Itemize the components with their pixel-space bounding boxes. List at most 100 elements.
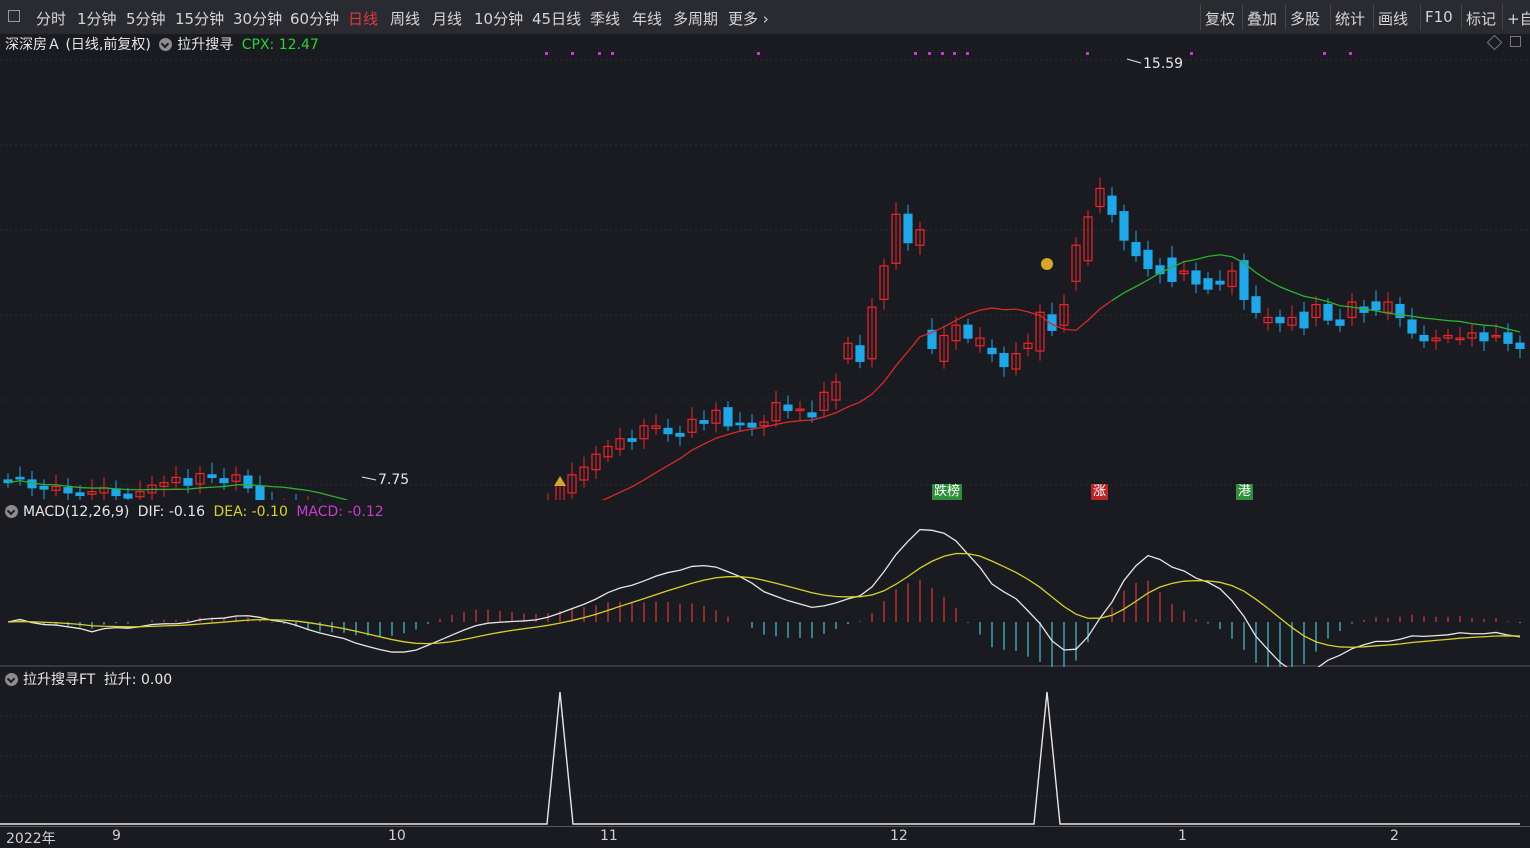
tool-separator	[1242, 4, 1243, 30]
chart-mode: (日线,前复权)	[65, 37, 151, 53]
candle-body	[1347, 301, 1357, 319]
period-tab-2[interactable]: 5分钟	[126, 10, 166, 28]
candle-body	[891, 213, 901, 264]
candle-body	[951, 324, 961, 342]
high-marker	[1126, 58, 1142, 64]
candle-body	[1311, 303, 1321, 319]
candle-body	[795, 408, 805, 412]
candle-body	[651, 425, 661, 430]
maximize-icon[interactable]	[1510, 36, 1521, 47]
candle-body	[1179, 270, 1189, 275]
candle-body	[111, 488, 121, 497]
lasheng-toggle-icon[interactable]	[5, 673, 18, 686]
tool-3[interactable]: 统计	[1335, 10, 1366, 28]
macd-chart[interactable]	[0, 522, 1530, 667]
candle-body	[1107, 195, 1117, 215]
candle-body	[1371, 301, 1381, 311]
candle-body	[1047, 314, 1057, 331]
period-tab-4[interactable]: 30分钟	[233, 10, 283, 28]
main-chart-header: 深深房Ａ (日线,前复权) 拉升搜寻 CPX: 12.47	[5, 34, 319, 54]
ma-line-green	[7, 479, 349, 500]
period-tab-0[interactable]: 分时	[36, 10, 67, 28]
x-label-dec: 12	[890, 828, 908, 844]
tool-separator	[1502, 4, 1503, 30]
candle-body	[855, 345, 865, 362]
candle-body	[1503, 332, 1513, 344]
tool-2[interactable]: 多股	[1290, 10, 1321, 28]
candle-body	[1491, 334, 1501, 338]
period-tab-11[interactable]: 季线	[590, 10, 621, 28]
candle-body	[1119, 211, 1129, 241]
macd-dif: DIF: -0.16	[137, 504, 206, 520]
indicator-name[interactable]: 拉升搜寻	[177, 37, 234, 53]
candle-body	[1275, 316, 1285, 324]
period-tab-8[interactable]: 月线	[432, 10, 463, 28]
candle-body	[195, 472, 205, 485]
window-icon[interactable]	[8, 10, 20, 22]
period-tab-7[interactable]: 周线	[390, 10, 421, 28]
lasheng-value: 拉升: 0.00	[103, 672, 173, 688]
x-label-feb: 2	[1390, 828, 1399, 844]
candle-body	[171, 476, 181, 484]
candle-body	[927, 329, 937, 350]
candle-body	[135, 491, 145, 498]
candle-body	[723, 407, 733, 427]
macd-title[interactable]: MACD(12,26,9)	[23, 504, 130, 520]
candle-body	[87, 491, 97, 495]
dif-line	[7, 528, 1521, 667]
signal-dot	[545, 52, 548, 55]
candle-body	[1143, 249, 1153, 270]
candle-body	[1479, 332, 1489, 342]
tool-separator	[1285, 4, 1286, 30]
badge-diebang[interactable]: 跌榜	[932, 484, 963, 500]
period-tab-1[interactable]: 1分钟	[77, 10, 117, 28]
period-tab-14[interactable]: 更多 ›	[728, 10, 769, 28]
candle-body	[1395, 303, 1405, 319]
badge-zhang[interactable]: 涨	[1091, 484, 1109, 500]
tool-4[interactable]: 画线	[1378, 10, 1409, 28]
candle-body	[1155, 265, 1165, 275]
tool-6[interactable]: 标记	[1466, 10, 1497, 28]
candle-body	[39, 485, 49, 490]
candle-body	[807, 412, 817, 418]
signal-dot	[611, 52, 614, 55]
candle-body	[759, 421, 769, 427]
tool-0[interactable]: 复权	[1205, 10, 1236, 28]
signal-dot	[598, 52, 601, 55]
tool-5[interactable]: F10	[1425, 8, 1453, 26]
period-tab-12[interactable]: 年线	[632, 10, 663, 28]
candle-body	[999, 352, 1009, 368]
candle-body	[207, 474, 217, 479]
candle-body	[1443, 334, 1453, 339]
candle-body	[843, 342, 853, 360]
signal-dot	[1190, 52, 1193, 55]
signal-dot	[941, 52, 944, 55]
candlestick-chart[interactable]: 15.59 7.75	[0, 50, 1530, 500]
lasheng-title[interactable]: 拉升搜寻FT	[23, 672, 96, 688]
indicator-toggle-icon[interactable]	[159, 38, 173, 51]
candle-body	[591, 453, 601, 471]
period-tab-13[interactable]: 多周期	[673, 10, 719, 28]
period-tab-9[interactable]: 10分钟	[474, 10, 524, 28]
tool-separator	[1373, 4, 1374, 30]
badge-gang[interactable]: 港	[1236, 484, 1254, 500]
candle-body	[879, 265, 889, 301]
candle-body	[1215, 280, 1225, 285]
period-tab-3[interactable]: 15分钟	[175, 10, 225, 28]
period-tab-10[interactable]: 45日线	[532, 10, 582, 28]
signal-dot	[966, 52, 969, 55]
candle-body	[627, 438, 637, 442]
ma-line-green-2	[1111, 254, 1521, 333]
lasheng-chart[interactable]	[0, 686, 1530, 826]
tool-1[interactable]: 叠加	[1247, 10, 1278, 28]
candle-body	[939, 334, 949, 362]
tool-7[interactable]: +自	[1507, 10, 1530, 28]
macd-value: MACD: -0.12	[296, 504, 384, 520]
candle-body	[819, 391, 829, 411]
candle-body	[1095, 187, 1105, 208]
period-tab-6[interactable]: 日线	[348, 10, 379, 28]
x-label-nov: 11	[600, 828, 618, 844]
macd-toggle-icon[interactable]	[5, 505, 18, 518]
period-tab-5[interactable]: 60分钟	[290, 10, 340, 28]
diamond-icon[interactable]	[1486, 34, 1503, 51]
